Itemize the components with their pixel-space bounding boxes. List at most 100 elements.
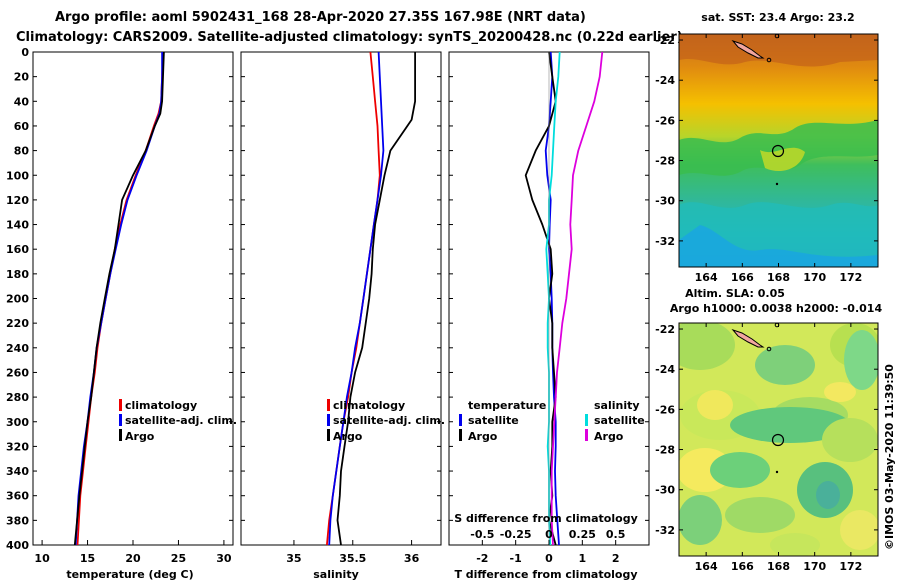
legend-swatch-argo: [119, 429, 122, 441]
pressure-tick-label: 120: [6, 194, 29, 207]
island-dot-sla: [766, 346, 772, 352]
map-y-tick-label: -28: [655, 155, 675, 168]
legend-label-climatology: climatology: [333, 399, 405, 412]
pressure-tick-label: 360: [6, 490, 29, 503]
legend-swatch-sal-satellite: [585, 414, 588, 426]
map-y-tick-label: -24: [655, 363, 675, 376]
x-tick-label: 10: [34, 552, 50, 565]
x-tick-label: -2: [476, 552, 488, 565]
legend-swatch-argo: [327, 429, 330, 441]
series-line-satellite-adj-clim-: [328, 51, 385, 546]
x-tick-label: 20: [125, 552, 141, 565]
sla-map-image: [679, 323, 878, 556]
pressure-tick-label: 380: [6, 514, 29, 527]
x-tick-label: 0: [545, 552, 553, 565]
imos-credit: ©IMOS 03-May-2020 11:39:50: [883, 364, 896, 550]
pressure-tick-label: 80: [14, 145, 30, 158]
map-y-tick-label: -26: [655, 114, 675, 127]
legend-label-sal-argo: Argo: [594, 430, 624, 443]
legend-label-satellite-clim: satellite-adj. clim.: [125, 414, 237, 427]
map-y-tick-label: -24: [655, 74, 675, 87]
pressure-tick-label: 220: [6, 317, 29, 330]
temperature-legend: climatology satellite-adj. clim. Argo: [119, 399, 237, 443]
pressure-axis: 0 20 40 60 80 100 120 140 160 180 200 220 240 260 280 3…: [6, 46, 649, 552]
x-tick-label: 35: [286, 552, 301, 565]
pressure-tick-label: 240: [6, 342, 29, 355]
sst-map-image: [679, 34, 878, 267]
pressure-tick-label: 300: [6, 416, 29, 429]
map-x-tick-label: 164: [695, 271, 718, 284]
series-line-satellite-adj-clim-: [74, 52, 164, 546]
difference-x2label: S difference from climatology: [454, 512, 638, 525]
map-x-tick-label: 170: [803, 560, 826, 573]
sla-map-axes: 164 166 168 170 172 -22 -24 -26 -28 -30 -32: [655, 323, 878, 573]
legend-label-satellite-clim: satellite-adj. clim.: [333, 414, 445, 427]
legend-label-argo: Argo: [125, 430, 155, 443]
x2-tick-label: 0.25: [569, 528, 596, 541]
map-y-tick-label: -28: [655, 444, 675, 457]
sla-map-title-line1: Altim. SLA: 0.05: [685, 287, 785, 300]
legend-swatch-satellite-clim: [119, 414, 122, 426]
series-line-argo: [73, 51, 165, 546]
salinity-legend: climatology satellite-adj. clim. Argo: [327, 399, 445, 443]
pressure-tick-label: 180: [6, 268, 29, 281]
sst-map-title: sat. SST: 23.4 Argo: 23.2: [701, 11, 854, 24]
x-tick-label: 30: [216, 552, 232, 565]
temperature-xlabel: temperature (deg C): [66, 568, 193, 580]
map-x-tick-label: 172: [839, 271, 862, 284]
series-line-salinity-argo: [550, 51, 604, 546]
map-y-tick-label: -30: [655, 484, 675, 497]
island-dot-sla-3: [775, 470, 779, 474]
legend-swatch-temp-argo: [459, 429, 462, 441]
axis-ticks: 10 15 20 25 30 35 35.5 36 -2 -1 0 1 2 -0.5 -0.25 0 0.25 0…: [34, 528, 625, 565]
x2-tick-label: -0.25: [500, 528, 532, 541]
pressure-tick-label: 60: [14, 120, 30, 133]
x-tick-label: 25: [171, 552, 186, 565]
x-tick-label: 36: [404, 552, 420, 565]
map-y-tick-label: -32: [655, 235, 675, 248]
pressure-tick-label: 100: [6, 169, 29, 182]
difference-series: [524, 51, 604, 546]
pressure-tick-label: 200: [6, 293, 29, 306]
legend-swatch-climatology: [119, 399, 122, 411]
legend-swatch-satellite-clim: [327, 414, 330, 426]
map-y-tick-label: -22: [655, 323, 675, 336]
map-x-tick-label: 168: [767, 560, 790, 573]
series-line-temperature-satellite: [544, 51, 560, 546]
legend-swatch-temp-satellite: [459, 414, 462, 426]
argo-position-marker-sla: [771, 433, 785, 447]
legend-label-temp-satellite: satellite: [468, 414, 519, 427]
series-line-argo: [336, 52, 417, 546]
x-tick-label: 1: [579, 552, 587, 565]
temperature-plot-frame: [32, 51, 234, 546]
figure-title-line2: Climatology: CARS2009. Satellite-adjuste…: [16, 30, 683, 45]
argo-position-marker-sst: [771, 144, 785, 158]
x-tick-label: 15: [80, 552, 95, 565]
island-dot-sst-3: [775, 182, 779, 186]
pressure-tick-label: 280: [6, 391, 29, 404]
new-caledonia-land-sla: [731, 328, 765, 348]
map-x-tick-label: 166: [731, 560, 754, 573]
map-y-tick-label: -22: [655, 34, 675, 47]
map-x-tick-label: 166: [731, 271, 754, 284]
legend-swatch-sal-argo: [585, 429, 588, 441]
legend-swatch-climatology: [327, 399, 330, 411]
sla-map-title-line2: Argo h1000: 0.0038 h2000: -0.014: [670, 302, 883, 315]
pressure-tick-label: 260: [6, 366, 29, 379]
pressure-tick-label: 160: [6, 243, 29, 256]
legend-label-argo: Argo: [333, 430, 363, 443]
pressure-tick-label: 20: [14, 71, 30, 84]
legend-title-temperature: temperature: [468, 399, 546, 412]
difference-xlabel: T difference from climatology: [454, 568, 637, 580]
legend-label-temp-argo: Argo: [468, 430, 498, 443]
difference-legend: temperature satellite Argo salinity sate…: [459, 399, 645, 443]
pressure-tick-label: 340: [6, 465, 29, 478]
x2-tick-label: -0.5: [470, 528, 494, 541]
series-line-climatology: [326, 51, 381, 546]
pressure-tick-label: 320: [6, 440, 29, 453]
map-x-tick-label: 168: [767, 271, 790, 284]
pressure-tick-label: 40: [14, 95, 30, 108]
new-caledonia-land-sst: [731, 39, 765, 59]
temperature-series: [73, 51, 165, 546]
